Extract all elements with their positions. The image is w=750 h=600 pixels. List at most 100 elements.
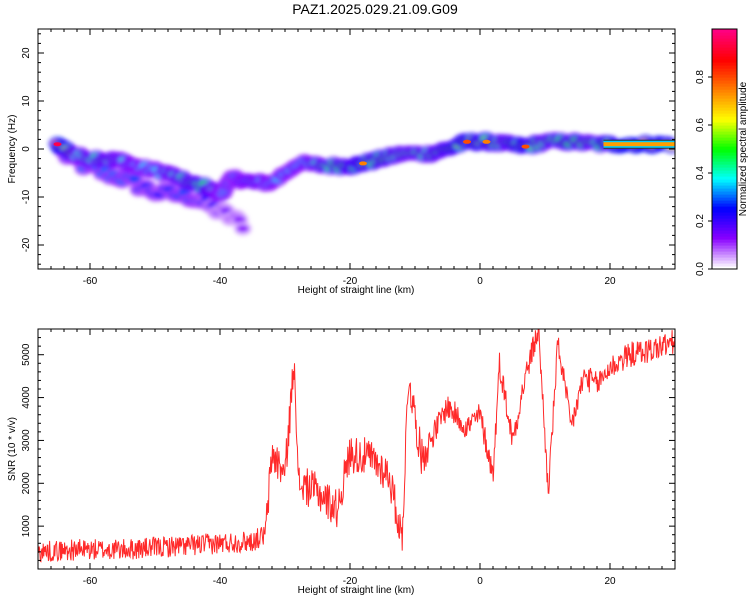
colorbar-segment — [712, 245, 737, 249]
figure-title: PAZ1.2025.029.21.09.G09 — [292, 1, 458, 17]
x-tick-label: 20 — [604, 576, 616, 587]
spectrogram-panel: -60 -40 -20 0 20 -20 -10 0 10 20 Height of straig… — [7, 28, 676, 296]
snr-series — [38, 329, 675, 563]
colorbar-segment — [712, 53, 737, 57]
spectrogram-heatmap — [48, 132, 675, 236]
colorbar-segment — [712, 182, 737, 186]
colorbar-segment — [712, 188, 737, 192]
spectrogram-axes: -60 -40 -20 0 20 -20 -10 0 10 20 — [21, 29, 676, 287]
branch-blob-core — [128, 175, 141, 183]
y-tick-label: 5000 — [21, 343, 32, 366]
snr-panel: -60 -40 -20 0 20 1000 2000 3000 4000 5000 Height … — [7, 328, 676, 596]
colorbar-segment — [712, 191, 737, 195]
x-tick-label: -20 — [343, 276, 358, 287]
colorbar-segment — [712, 158, 737, 162]
colorbar-segment — [712, 113, 737, 117]
colorbar-segment — [712, 236, 737, 240]
x-tick-label: -60 — [83, 576, 98, 587]
colorbar-segment — [712, 215, 737, 219]
colorbar-segment — [712, 170, 737, 174]
colorbar-segment — [712, 212, 737, 216]
y-tick-label: 3000 — [21, 429, 32, 452]
colorbar-segment — [712, 194, 737, 198]
colorbar-segment — [712, 41, 737, 45]
x-tick-label: -40 — [213, 276, 228, 287]
y-tick-label: 4000 — [21, 386, 32, 409]
colorbar-segment — [712, 167, 737, 171]
colorbar-segment — [712, 233, 737, 237]
snr-line — [38, 329, 675, 563]
colorbar-segment — [712, 77, 737, 81]
colorbar-segment — [712, 110, 737, 114]
colorbar-segment — [712, 224, 737, 228]
colorbar-label: Normalized spectral amplitude — [738, 81, 749, 216]
colorbar-segment — [712, 230, 737, 234]
colorbar-segment — [712, 254, 737, 258]
peak-spot — [359, 161, 367, 166]
x-tick-label: 20 — [604, 276, 616, 287]
x-tick-label: 0 — [477, 576, 483, 587]
colorbar-segment — [712, 266, 737, 270]
colorbar-segment — [712, 161, 737, 165]
colorbar-segment — [712, 164, 737, 168]
colorbar-segment — [712, 134, 737, 138]
y-tick-label: 10 — [21, 95, 32, 107]
colorbar-segment — [712, 44, 737, 48]
colorbar-gradient — [712, 29, 737, 270]
colorbar-segment — [712, 251, 737, 255]
colorbar-segment — [712, 209, 737, 213]
colorbar-tick-label: 0.2 — [695, 214, 706, 228]
x-tick-label: -20 — [343, 576, 358, 587]
snr-xlabel: Height of straight line (km) — [298, 585, 415, 596]
colorbar-segment — [712, 131, 737, 135]
colorbar-segment — [712, 68, 737, 72]
colorbar-segment — [712, 62, 737, 66]
y-tick-label: -20 — [21, 237, 32, 252]
colorbar-segment — [712, 227, 737, 231]
colorbar-segment — [712, 59, 737, 63]
y-tick-label: 2000 — [21, 472, 32, 495]
colorbar-segment — [712, 38, 737, 42]
colorbar-segment — [712, 35, 737, 39]
colorbar-segment — [712, 203, 737, 207]
colorbar-segment — [712, 47, 737, 51]
branch-blob-core — [233, 216, 246, 224]
colorbar-segment — [712, 263, 737, 267]
colorbar-segment — [712, 221, 737, 225]
colorbar-segment — [712, 74, 737, 78]
colorbar-tick-label: 0.8 — [695, 70, 706, 84]
colorbar-tick-label: 0.4 — [695, 166, 706, 180]
colorbar-segment — [712, 248, 737, 252]
y-tick-label: 20 — [21, 47, 32, 59]
branch-blob-core — [236, 225, 249, 233]
colorbar-segment — [712, 65, 737, 69]
colorbar-segment — [712, 239, 737, 243]
colorbar-segment — [712, 179, 737, 183]
colorbar-segment — [712, 176, 737, 180]
colorbar-ticks: 0.0 0.2 0.4 0.6 0.8 — [695, 70, 712, 276]
tail-band-inner — [603, 142, 675, 147]
colorbar-segment — [712, 173, 737, 177]
colorbar-frame — [711, 28, 738, 270]
colorbar-segment — [712, 140, 737, 144]
spectrogram-ylabel: Frequency (Hz) — [7, 115, 18, 184]
colorbar-segment — [712, 185, 737, 189]
colorbar-segment — [712, 50, 737, 54]
y-tick-label: 1000 — [21, 515, 32, 538]
spectral-blobs — [48, 132, 675, 236]
colorbar-segment — [712, 104, 737, 108]
y-tick-label: -10 — [21, 189, 32, 204]
colorbar-segment — [712, 107, 737, 111]
colorbar-segment — [712, 146, 737, 150]
colorbar-segment — [712, 152, 737, 156]
y-tick-label: 0 — [21, 146, 32, 152]
peak-spot — [53, 142, 62, 147]
colorbar-segment — [712, 71, 737, 75]
colorbar-segment — [712, 260, 737, 264]
colorbar-segment — [712, 119, 737, 123]
colorbar-segment — [712, 137, 737, 141]
colorbar: 0.0 0.2 0.4 0.6 0.8 Normalized spectral ampl… — [695, 28, 749, 276]
colorbar-tick-label: 0.6 — [695, 118, 706, 132]
colorbar-segment — [712, 155, 737, 159]
